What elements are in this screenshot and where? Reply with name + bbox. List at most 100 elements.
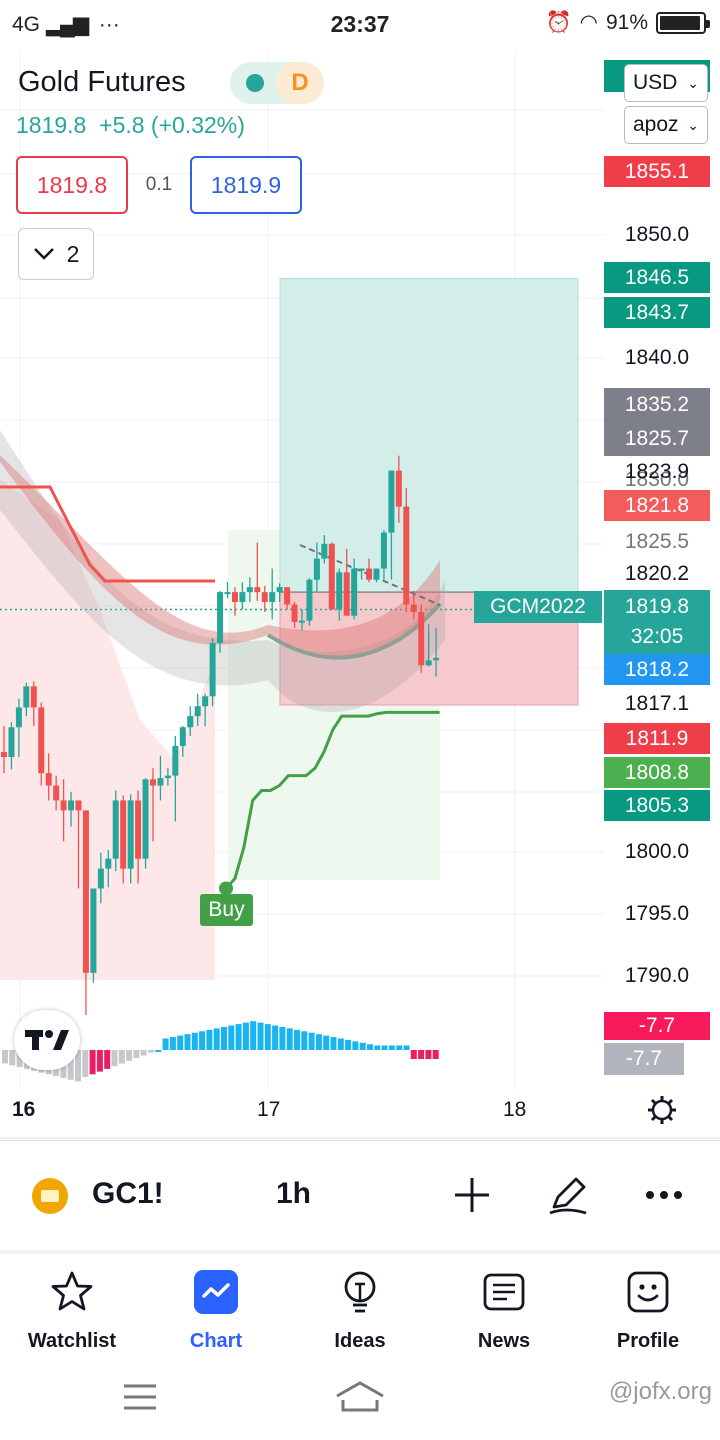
candle-body — [23, 686, 30, 708]
oscillator-bar — [184, 1034, 191, 1050]
date-label: 16 — [12, 1098, 36, 1121]
oscillator-bar — [2, 1050, 8, 1064]
oscillator-bar — [148, 1050, 154, 1053]
candle-body — [30, 686, 37, 708]
more-options-icon[interactable] — [642, 1173, 686, 1217]
oscillator-bar — [388, 1045, 395, 1050]
settings-gear-icon[interactable] — [646, 1094, 678, 1126]
oscillator-bar — [425, 1050, 432, 1059]
price-tick: 1850.0 — [624, 223, 690, 246]
candle-body — [306, 579, 313, 621]
candle-body — [380, 532, 387, 569]
chevron-down-icon — [33, 248, 54, 260]
interval-button[interactable]: 1h — [276, 1177, 312, 1210]
currency-value: USD — [633, 71, 678, 94]
price-tick: 1820.2 — [624, 562, 690, 585]
symbol-button[interactable]: GC1! — [92, 1177, 164, 1210]
oscillator-bar — [250, 1021, 257, 1050]
supertrend-line — [0, 485, 215, 583]
nav-profile[interactable]: Profile — [576, 1268, 720, 1364]
oscillator-bar — [294, 1029, 300, 1050]
candle-body — [246, 587, 253, 593]
candle-body — [328, 543, 335, 610]
oscillator-bar — [82, 1050, 89, 1077]
indicator-count: 2 — [66, 240, 80, 267]
bottom-navigation: Watchlist Chart Ideas News Profile — [0, 1250, 720, 1360]
oscillator-bar — [75, 1050, 81, 1082]
price-label-last: 1819.8 32:05 — [604, 590, 710, 656]
candle-body — [60, 800, 67, 811]
nav-label: Watchlist — [27, 1330, 117, 1352]
candle-body — [187, 716, 194, 728]
candle-body — [164, 775, 171, 779]
price-label-entry: 1821.8 — [604, 490, 710, 521]
nav-ideas[interactable]: Ideas — [288, 1268, 432, 1364]
candle-body — [231, 592, 238, 603]
status-icons: ⏰ ◠ 91% — [545, 10, 710, 35]
indicators-toggle[interactable]: 2 — [18, 228, 94, 280]
chart-icon — [194, 1270, 238, 1314]
candle-body — [157, 778, 164, 786]
candle-body — [388, 470, 395, 533]
price-label-high: 1855.1 — [604, 156, 710, 187]
candle-body — [8, 727, 15, 758]
oscillator-bar — [279, 1026, 286, 1050]
oscillator-bar — [169, 1037, 176, 1050]
candle-body — [142, 779, 149, 859]
home-icon[interactable] — [334, 1380, 386, 1414]
oscillator-bar — [367, 1044, 373, 1050]
oscillator-bar — [67, 1050, 74, 1080]
oscillator-bar — [418, 1050, 425, 1059]
oscillator-bar — [410, 1050, 417, 1059]
red-band — [0, 455, 440, 657]
menu-icon[interactable] — [122, 1382, 158, 1412]
candle-body — [343, 572, 350, 616]
candle-body — [209, 642, 216, 697]
nav-news[interactable]: News — [432, 1268, 576, 1364]
oscillator-bar — [337, 1038, 344, 1050]
buy-button[interactable]: 1819.9 — [190, 156, 302, 214]
candle-body — [269, 592, 276, 603]
sell-button[interactable]: 1819.8 — [16, 156, 128, 214]
oscillator-label-2: -7.7 — [604, 1043, 684, 1075]
market-status-badge[interactable]: D — [230, 62, 324, 104]
oscillator-bar — [345, 1039, 352, 1050]
candle-body — [239, 592, 246, 603]
oscillator-bar — [118, 1050, 125, 1064]
tradingview-logo-icon — [25, 1030, 69, 1050]
candle-body — [217, 592, 224, 643]
clock: 23:37 — [330, 11, 390, 37]
oscillator-label-1: -7.7 — [604, 1012, 710, 1040]
oscillator-bar — [133, 1050, 140, 1059]
candle-body — [97, 868, 104, 889]
buy-trail-line — [219, 710, 440, 896]
candle-body — [1, 752, 7, 758]
lightbulb-icon — [344, 1271, 376, 1313]
candle-body — [127, 800, 134, 869]
candles — [1, 455, 440, 1015]
smiley-face-icon — [627, 1271, 669, 1313]
price-tick: 1825.5 — [624, 530, 690, 553]
candle-body — [358, 568, 365, 571]
tradingview-logo[interactable] — [14, 1010, 80, 1070]
price-label-band-lower: 1825.7 — [604, 422, 710, 456]
oscillator-bar — [111, 1050, 118, 1067]
unit-select[interactable]: apoz ⌄ — [624, 106, 708, 144]
candle-body — [202, 696, 209, 707]
drawing-pen-icon[interactable] — [546, 1173, 590, 1217]
chevron-down-icon: ⌄ — [687, 75, 699, 91]
oscillator-bar — [89, 1050, 96, 1075]
oscillator-bar — [381, 1045, 388, 1050]
bar-countdown: 32:05 — [630, 625, 684, 648]
candle-body — [299, 620, 305, 623]
oscillator-bar — [301, 1031, 308, 1050]
oscillator-bar — [213, 1028, 220, 1050]
nav-chart[interactable]: Chart — [144, 1268, 288, 1364]
currency-select[interactable]: USD ⌄ — [624, 64, 708, 102]
candle-body — [68, 800, 75, 811]
price-label-stop: 1811.9 — [604, 723, 710, 754]
price-label-target2: 1843.7 — [604, 297, 710, 328]
candle-body — [150, 779, 156, 786]
add-plus-icon[interactable] — [450, 1173, 494, 1217]
nav-watchlist[interactable]: Watchlist — [0, 1268, 144, 1364]
